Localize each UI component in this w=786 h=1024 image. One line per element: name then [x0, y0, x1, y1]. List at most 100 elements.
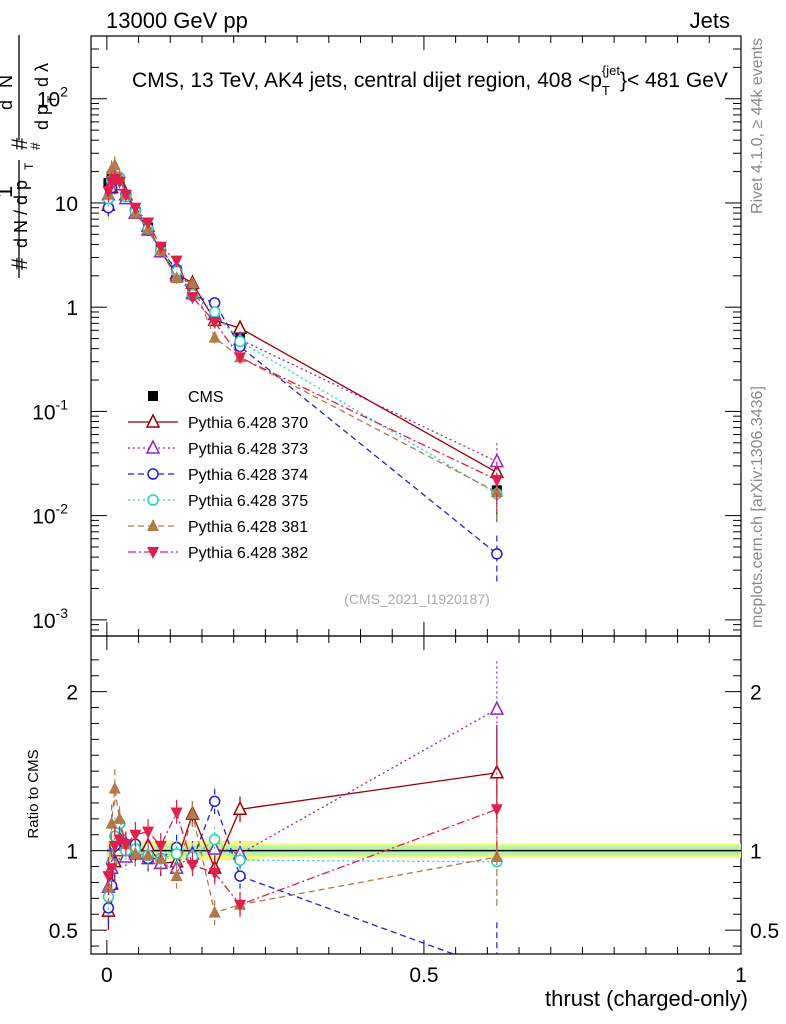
ratio-point [490, 804, 503, 817]
ratio-point [208, 905, 221, 918]
data-point [208, 330, 221, 343]
legend-marker [145, 413, 161, 428]
svg-text:N: N [0, 75, 16, 88]
data-point [208, 306, 221, 318]
data-point [170, 255, 183, 268]
ratio-point [234, 870, 246, 882]
svg-text:d p: d p [32, 105, 52, 130]
ratio-y-axis-label: Ratio to CMS [25, 749, 42, 838]
y-tick-label: 10-1 [32, 396, 68, 424]
legend-label: Pythia 6.428 382 [188, 545, 308, 562]
data-point [154, 241, 167, 254]
ratio-point [113, 811, 126, 824]
ratio-point [489, 700, 505, 715]
ratio-series-group [101, 661, 505, 975]
ratio-point [490, 850, 503, 863]
analysis-watermark: (CMS_2021_I1920187) [344, 591, 490, 607]
ratio-point [170, 807, 183, 820]
y-tick-label: 10-2 [32, 501, 68, 529]
mcplots-label: mcplots.cern.ch [arXiv:1306.3436] [749, 386, 766, 628]
y-tick-label: 102 [37, 84, 68, 112]
data-point [113, 176, 126, 189]
ratio-point [108, 840, 121, 853]
energy-label: 13000 GeV pp [106, 8, 248, 33]
main-series-5 [102, 156, 503, 524]
svg-text:1: 1 [0, 186, 17, 198]
data-point [490, 474, 503, 487]
ratio-point [492, 965, 502, 975]
legend-marker [147, 547, 159, 559]
ratio-point [105, 863, 118, 876]
ratio-point [170, 848, 183, 860]
ratio-point [186, 807, 199, 820]
ratio-point [186, 859, 199, 872]
legend-marker [147, 468, 159, 480]
legend: CMS Pythia 6.428 370 Pythia 6.428 373 Pythi… [128, 389, 308, 562]
ratio-series-line [107, 799, 456, 954]
series-line [107, 178, 498, 481]
svg-text:T: T [22, 162, 36, 170]
svg-text:d λ: d λ [32, 63, 52, 87]
ratio-point [113, 834, 126, 847]
ratio-y-tick-label-right: 2 [750, 682, 762, 705]
ratio-point [142, 826, 155, 839]
ratio-point [170, 869, 183, 882]
x-axis-label: thrust (charged-only) [545, 986, 748, 1011]
svg-text:d N / d p: d N / d p [11, 180, 31, 248]
legend-label: Pythia 6.428 374 [188, 467, 308, 484]
legend-entry-3: Pythia 6.428 374 [128, 467, 308, 484]
x-tick-label: 1 [735, 964, 747, 987]
ratio-plot-frame [90, 635, 742, 955]
legend-label: CMS [188, 389, 224, 406]
x-tick-label: 0 [101, 964, 113, 987]
legend-entry-2: Pythia 6.428 373 [128, 439, 308, 458]
legend-label: Pythia 6.428 375 [188, 493, 308, 510]
ratio-y-tick-label-right: 0.5 [750, 920, 779, 943]
y-tick-label: 10 [55, 193, 78, 216]
ratio-point [129, 829, 142, 842]
ratio-point [208, 833, 221, 846]
legend-entry-6: Pythia 6.428 382 [128, 545, 308, 562]
ratio-point [154, 840, 167, 853]
legend-marker [145, 439, 161, 454]
data-point [234, 352, 247, 365]
ratio-series-1 [101, 661, 505, 907]
ratio-y-tick-label-right: 1 [750, 841, 762, 864]
ratio-point [154, 851, 167, 864]
data-point [234, 335, 246, 348]
legend-entry-1: Pythia 6.428 370 [128, 413, 308, 432]
data-point [129, 202, 142, 215]
legend-entry-5: Pythia 6.428 381 [128, 519, 308, 536]
y-tick-label: 1 [66, 297, 78, 320]
ratio-point [234, 899, 247, 912]
legend-entry-4: Pythia 6.428 375 [128, 493, 308, 510]
data-point [186, 292, 199, 305]
legend-entry-0: CMS [148, 389, 224, 406]
data-point [490, 485, 503, 498]
ratio-series-5 [102, 761, 503, 918]
ratio-point [108, 781, 121, 794]
main-y-axis-label: # d N / d p T 1 # d 2 N d p T d λ # [0, 35, 59, 278]
data-point [186, 276, 199, 289]
ratio-point [232, 800, 248, 816]
ratio-uncertainty-band [106, 841, 741, 861]
ratio-series-0 [101, 725, 505, 931]
ratio-point [208, 867, 221, 880]
title-part-1: CMS, 13 TeV, AK4 jets, central dijet reg… [132, 69, 602, 92]
data-point [170, 271, 183, 284]
data-point [119, 189, 132, 202]
data-point [108, 158, 121, 171]
main-series-6 [102, 169, 503, 512]
svg-text:2: 2 [0, 90, 3, 97]
y-tick-label: 10-3 [32, 605, 68, 633]
ratio-point [142, 848, 155, 861]
main-series-group [101, 156, 505, 586]
svg-text:T: T [45, 95, 59, 103]
jets-label: Jets [690, 8, 730, 33]
ratio-y-tick-label: 1 [66, 841, 78, 864]
ratio-point [129, 846, 142, 859]
legend-label: Pythia 6.428 373 [188, 441, 308, 458]
chart-title: CMS, 13 TeV, AK4 jets, central dijet reg… [132, 63, 728, 98]
ratio-point [208, 795, 221, 808]
